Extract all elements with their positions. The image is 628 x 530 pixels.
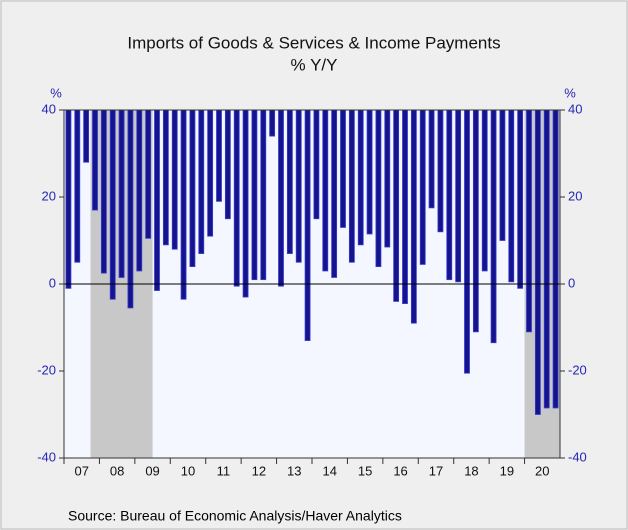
bar bbox=[180, 109, 187, 300]
bar bbox=[145, 109, 152, 239]
y2-tick-label: 40 bbox=[568, 101, 582, 116]
y2-tick-label: -20 bbox=[568, 362, 587, 377]
bar bbox=[92, 109, 98, 211]
bar bbox=[136, 109, 143, 272]
y-tick-label: 20 bbox=[42, 188, 56, 203]
x-tick-label: 08 bbox=[110, 463, 124, 478]
bar bbox=[162, 109, 169, 246]
y-tick-label: 40 bbox=[42, 101, 56, 116]
source: Source: Bureau of Economic Analysis/Have… bbox=[68, 508, 402, 524]
bar bbox=[260, 109, 267, 281]
bar bbox=[74, 109, 81, 263]
bar bbox=[207, 109, 214, 237]
bar bbox=[313, 109, 320, 220]
bar bbox=[348, 109, 355, 263]
bar bbox=[455, 109, 462, 283]
x-tick-label: 19 bbox=[500, 463, 514, 478]
y-tick-label: -20 bbox=[37, 362, 56, 377]
bar bbox=[499, 109, 506, 241]
bar bbox=[517, 109, 524, 289]
bar bbox=[402, 109, 408, 304]
bar bbox=[109, 109, 116, 300]
bar bbox=[322, 109, 329, 272]
bar bbox=[393, 109, 400, 302]
x-tick-label: 20 bbox=[535, 463, 549, 478]
bar bbox=[118, 109, 125, 278]
y-axis-label: % bbox=[50, 85, 62, 100]
bar bbox=[278, 109, 284, 287]
bar bbox=[508, 109, 515, 283]
bar bbox=[216, 109, 222, 202]
bar bbox=[331, 109, 338, 278]
bar bbox=[437, 109, 444, 233]
bar bbox=[428, 109, 435, 209]
bar bbox=[286, 109, 293, 254]
y2-axis-label: % bbox=[564, 85, 576, 100]
bar bbox=[340, 109, 346, 228]
bar bbox=[481, 109, 488, 272]
bar bbox=[419, 109, 426, 265]
y2-tick-label: 20 bbox=[568, 188, 582, 203]
bar bbox=[127, 109, 134, 309]
bar bbox=[410, 109, 417, 324]
x-tick-label: 10 bbox=[181, 463, 195, 478]
bar bbox=[446, 109, 453, 281]
x-tick-label: 13 bbox=[287, 463, 301, 478]
bar bbox=[65, 109, 72, 289]
bar bbox=[224, 109, 231, 220]
bar bbox=[552, 109, 559, 409]
bar bbox=[295, 109, 302, 263]
bar bbox=[233, 109, 240, 287]
bar bbox=[490, 109, 497, 344]
bar bbox=[171, 109, 178, 250]
bar bbox=[269, 109, 276, 137]
bar bbox=[366, 109, 373, 235]
bar bbox=[83, 109, 90, 163]
x-tick-label: 07 bbox=[74, 463, 88, 478]
bar bbox=[526, 109, 532, 333]
bar bbox=[534, 109, 541, 415]
bar bbox=[357, 109, 364, 246]
x-tick-label: 09 bbox=[145, 463, 159, 478]
x-tick-label: 12 bbox=[252, 463, 266, 478]
bar bbox=[472, 109, 479, 333]
bar bbox=[154, 109, 160, 291]
bar bbox=[375, 109, 382, 268]
bar bbox=[251, 109, 258, 281]
bar bbox=[242, 109, 249, 298]
y2-tick-label: -40 bbox=[568, 449, 587, 464]
bar bbox=[304, 109, 311, 341]
bar bbox=[198, 109, 205, 254]
x-tick-label: 18 bbox=[464, 463, 478, 478]
y-tick-label: -40 bbox=[37, 449, 56, 464]
y-tick-label: 0 bbox=[49, 275, 56, 290]
y2-tick-label: 0 bbox=[568, 275, 575, 290]
x-tick-label: 11 bbox=[217, 463, 231, 478]
x-tick-label: 15 bbox=[358, 463, 372, 478]
x-tick-label: 14 bbox=[322, 463, 336, 478]
bar bbox=[384, 109, 391, 248]
chart-subtitle: % Y/Y bbox=[291, 55, 338, 74]
bar bbox=[543, 109, 550, 409]
x-tick-label: 16 bbox=[393, 463, 407, 478]
chart-title: Imports of Goods & Services & Income Pay… bbox=[127, 33, 500, 52]
bar bbox=[464, 109, 470, 374]
bar bbox=[189, 109, 196, 268]
x-tick-label: 17 bbox=[429, 463, 443, 478]
bar bbox=[100, 109, 107, 274]
